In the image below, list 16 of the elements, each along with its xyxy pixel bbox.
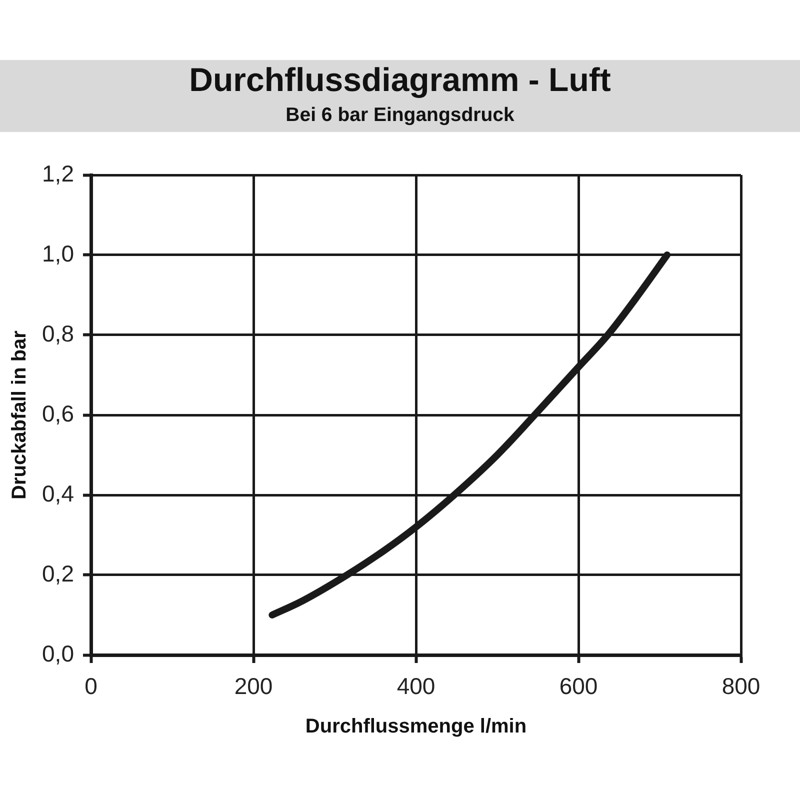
y-tick-label: 1,2 xyxy=(42,160,74,186)
x-tick-label: 0 xyxy=(84,673,98,700)
x-tick-label: 400 xyxy=(396,673,436,700)
x-axis-title: Durchflussmenge l/min xyxy=(305,716,527,738)
chart-title: Durchflussdiagramm - Luft xyxy=(188,61,612,99)
y-tick-label: 0,2 xyxy=(42,560,74,586)
y-tick-label: 0,0 xyxy=(42,640,74,666)
chart-subtitle: Bei 6 bar Eingangsdruck xyxy=(284,103,516,127)
y-tick-label: 0,6 xyxy=(42,400,74,426)
x-tick-label: 200 xyxy=(234,673,273,700)
y-tick-label: 1,0 xyxy=(42,240,74,266)
x-tick-label: 600 xyxy=(559,673,598,700)
y-tick-label: 0,4 xyxy=(42,480,74,506)
x-tick-label: 800 xyxy=(722,673,760,700)
y-axis-title: Druckabfall in bar xyxy=(8,330,31,500)
y-tick-label: 0,8 xyxy=(42,320,74,346)
